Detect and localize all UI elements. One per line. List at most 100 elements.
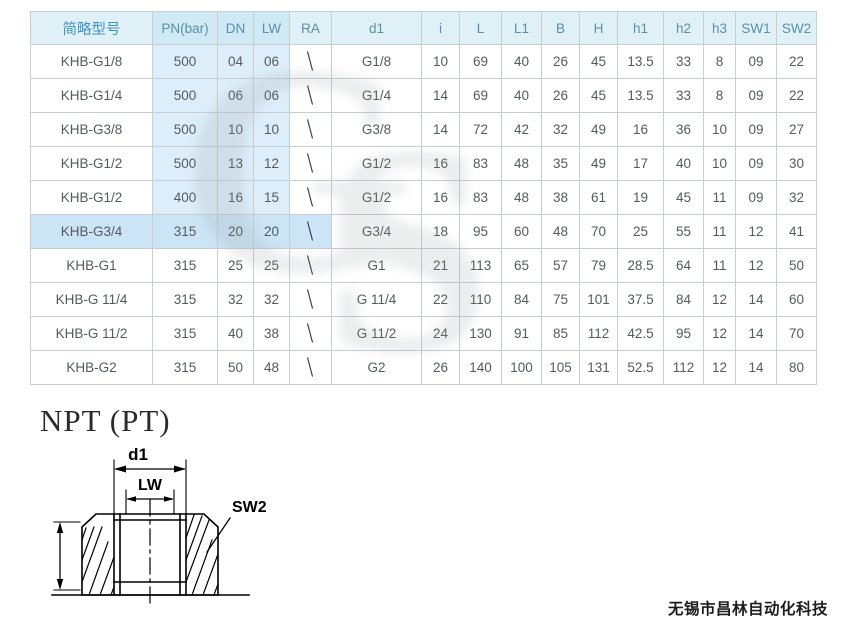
cell-sw2: 60 <box>776 282 817 317</box>
col-header-i: i <box>421 11 460 45</box>
cell-h3: 12 <box>703 350 736 385</box>
cell-l1: 65 <box>501 248 542 283</box>
npt-title: NPT (PT) <box>40 403 171 438</box>
cell-pn: 500 <box>152 78 218 113</box>
cell-h3: 12 <box>703 282 736 317</box>
cell-h1: 28.5 <box>617 248 664 283</box>
cell-h2: 45 <box>663 180 704 215</box>
cell-b: 85 <box>541 316 580 351</box>
cell-l1: 91 <box>501 316 542 351</box>
cell-h: 79 <box>579 248 618 283</box>
cell-lw: 38 <box>253 316 290 351</box>
cell-l1: 48 <box>501 146 542 181</box>
table-row: KHB-G3/8 500 10 10 ╱ G3/8 14 72 42 32 49 16 36 10 09 27 <box>30 112 817 147</box>
cell-l: 83 <box>459 146 502 181</box>
cell-d1: G3/4 <box>331 214 422 249</box>
table-row: KHB-G1/2 400 16 15 ╱ G1/2 16 83 48 38 61 19 45 11 09 32 <box>30 180 817 215</box>
cell-model: KHB-G1 <box>30 248 153 283</box>
cell-h3: 11 <box>703 180 736 215</box>
col-header-h: H <box>579 11 618 45</box>
cell-sw1: 12 <box>735 248 777 283</box>
col-header-h2: h2 <box>663 11 704 45</box>
cell-h1: 16 <box>617 112 664 147</box>
cell-ra: ╱ <box>289 282 332 317</box>
dimension-label-sw2: SW2 <box>232 499 267 516</box>
cell-sw1: 14 <box>735 316 777 351</box>
table-row: KHB-G1/2 500 13 12 ╱ G1/2 16 83 48 35 49 17 40 10 09 30 <box>30 146 817 181</box>
cell-i: 10 <box>421 44 460 79</box>
cell-ra: ╱ <box>289 44 332 79</box>
cell-l: 113 <box>459 248 502 283</box>
cell-h: 49 <box>579 146 618 181</box>
cell-dn: 25 <box>217 248 254 283</box>
cell-dn: 50 <box>217 350 254 385</box>
cell-h3: 8 <box>703 44 736 79</box>
cell-b: 105 <box>541 350 580 385</box>
table-row: KHB-G1 315 25 25 ╱ G1 21 113 65 57 79 28.5 64 11 12 50 <box>30 248 817 283</box>
col-header-model: 简略型号 <box>30 11 153 45</box>
col-header-b: B <box>541 11 580 45</box>
cell-sw1: 14 <box>735 282 777 317</box>
cell-b: 32 <box>541 112 580 147</box>
cell-l: 83 <box>459 180 502 215</box>
cell-sw1: 09 <box>735 180 777 215</box>
cell-h2: 33 <box>663 78 704 113</box>
cell-b: 75 <box>541 282 580 317</box>
cell-h: 101 <box>579 282 618 317</box>
col-header-h3: h3 <box>703 11 736 45</box>
col-header-dn: DN <box>217 11 254 45</box>
cell-sw2: 22 <box>776 78 817 113</box>
cell-d1: G1/2 <box>331 180 422 215</box>
cell-model: KHB-G1/8 <box>30 44 153 79</box>
cell-h3: 10 <box>703 146 736 181</box>
cell-sw2: 50 <box>776 248 817 283</box>
cell-h: 49 <box>579 112 618 147</box>
cell-i: 16 <box>421 146 460 181</box>
cell-h2: 40 <box>663 146 704 181</box>
cell-l: 95 <box>459 214 502 249</box>
cell-h: 61 <box>579 180 618 215</box>
cell-ra: ╱ <box>289 112 332 147</box>
ra-slash-icon: ╱ <box>301 358 320 377</box>
cell-dn: 16 <box>217 180 254 215</box>
col-header-lw: LW <box>253 11 290 45</box>
col-header-sw1: SW1 <box>735 11 777 45</box>
cell-model: KHB-G 11/4 <box>30 282 153 317</box>
cell-lw: 06 <box>253 78 290 113</box>
cell-model: KHB-G1/4 <box>30 78 153 113</box>
cell-l1: 40 <box>501 44 542 79</box>
cell-sw1: 09 <box>735 78 777 113</box>
table-row: KHB-G 11/2 315 40 38 ╱ G 11/2 24 130 91 85 112 42.5… <box>30 316 817 351</box>
cell-pn: 315 <box>152 282 218 317</box>
cell-ra: ╱ <box>289 180 332 215</box>
cell-h1: 37.5 <box>617 282 664 317</box>
cell-h1: 13.5 <box>617 44 664 79</box>
cell-dn: 13 <box>217 146 254 181</box>
ra-slash-icon: ╱ <box>301 324 320 343</box>
ra-slash-icon: ╱ <box>301 222 320 241</box>
cell-h: 131 <box>579 350 618 385</box>
ra-slash-icon: ╱ <box>301 154 320 173</box>
cell-lw: 20 <box>253 214 290 249</box>
cell-sw2: 22 <box>776 44 817 79</box>
cell-h3: 10 <box>703 112 736 147</box>
cell-d1: G1/2 <box>331 146 422 181</box>
col-header-pn: PN(bar) <box>152 11 218 45</box>
company-name: 无锡市昌林自动化科技 <box>667 600 828 618</box>
cell-l: 69 <box>459 78 502 113</box>
cell-d1: G 11/2 <box>331 316 422 351</box>
cell-h2: 36 <box>663 112 704 147</box>
cell-lw: 32 <box>253 282 290 317</box>
cell-sw2: 30 <box>776 146 817 181</box>
cell-h: 70 <box>579 214 618 249</box>
cell-pn: 315 <box>152 350 218 385</box>
cell-sw2: 80 <box>776 350 817 385</box>
cell-b: 38 <box>541 180 580 215</box>
cell-lw: 48 <box>253 350 290 385</box>
table-header-row: 简略型号 PN(bar) DN LW RA d1 i L L1 B H h1 h… <box>30 11 817 45</box>
cell-h1: 25 <box>617 214 664 249</box>
cell-b: 48 <box>541 214 580 249</box>
table-row: KHB-G1/4 500 06 06 ╱ G1/4 14 69 40 26 45 13.5 33 8 09 2… <box>30 78 817 113</box>
cell-ra: ╱ <box>289 350 332 385</box>
cell-d1: G1/8 <box>331 44 422 79</box>
